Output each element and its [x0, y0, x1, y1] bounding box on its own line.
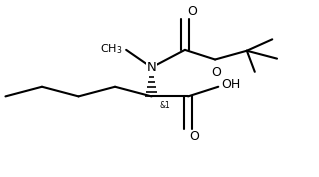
- Text: O: O: [187, 5, 197, 18]
- Text: N: N: [147, 61, 156, 74]
- Text: CH$_3$: CH$_3$: [100, 42, 123, 56]
- Text: O: O: [212, 66, 222, 79]
- Text: &1: &1: [160, 101, 170, 110]
- Text: OH: OH: [221, 78, 241, 92]
- Text: O: O: [189, 130, 199, 143]
